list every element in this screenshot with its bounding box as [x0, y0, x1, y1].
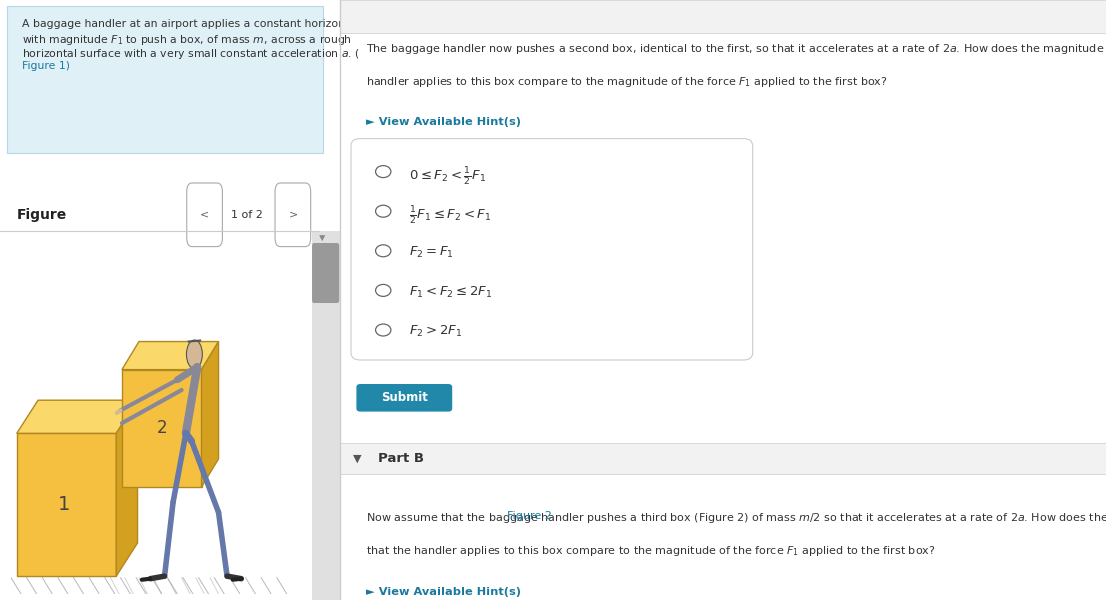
Text: Figure 1): Figure 1)	[22, 61, 70, 71]
Circle shape	[376, 205, 390, 217]
Text: <: <	[200, 210, 209, 220]
FancyBboxPatch shape	[340, 0, 1106, 33]
Text: $\frac{1}{2}F_1 \leq F_2 < F_1$: $\frac{1}{2}F_1 \leq F_2 < F_1$	[408, 205, 491, 227]
Text: $F_2 = F_1$: $F_2 = F_1$	[408, 245, 453, 260]
Text: ► View Available Hint(s): ► View Available Hint(s)	[366, 587, 521, 598]
Text: >: >	[289, 210, 298, 220]
Text: Part B: Part B	[378, 452, 424, 465]
Polygon shape	[320, 235, 325, 241]
Circle shape	[187, 340, 202, 368]
Polygon shape	[17, 433, 116, 576]
Text: handler applies to this box compare to the magnitude of the force $F_1$ applied : handler applies to this box compare to t…	[366, 75, 888, 89]
Text: $F_1 < F_2 \leq 2F_1$: $F_1 < F_2 \leq 2F_1$	[408, 284, 492, 299]
FancyBboxPatch shape	[312, 231, 340, 600]
Polygon shape	[201, 341, 219, 487]
Polygon shape	[116, 400, 137, 576]
Text: ▼: ▼	[353, 454, 362, 463]
Text: that the handler applies to this box compare to the magnitude of the force $F_1$: that the handler applies to this box com…	[366, 544, 936, 558]
Text: ► View Available Hint(s): ► View Available Hint(s)	[366, 117, 521, 127]
Text: A baggage handler at an airport applies a constant horizontal force: A baggage handler at an airport applies …	[22, 19, 390, 29]
Text: with magnitude $F_1$ to push a box, of mass $m$, across a rough: with magnitude $F_1$ to push a box, of m…	[22, 33, 352, 47]
Circle shape	[376, 284, 390, 296]
Text: Now assume that the baggage handler pushes a third box (Figure 2) of mass $m/2$ : Now assume that the baggage handler push…	[366, 511, 1106, 525]
Text: horizontal surface with a very small constant acceleration $a$. (: horizontal surface with a very small con…	[22, 47, 361, 61]
Text: 2: 2	[156, 419, 167, 437]
Text: Figure 2: Figure 2	[507, 511, 552, 521]
Polygon shape	[122, 370, 201, 487]
FancyBboxPatch shape	[351, 139, 753, 360]
FancyBboxPatch shape	[312, 243, 340, 303]
FancyBboxPatch shape	[187, 183, 222, 247]
FancyBboxPatch shape	[275, 183, 311, 247]
Circle shape	[376, 166, 390, 178]
Polygon shape	[122, 341, 219, 370]
Circle shape	[376, 324, 390, 336]
Text: 1: 1	[58, 495, 70, 514]
Text: $F_2 > 2F_1$: $F_2 > 2F_1$	[408, 324, 461, 339]
FancyBboxPatch shape	[7, 6, 323, 153]
Circle shape	[376, 245, 390, 257]
Text: Figure: Figure	[17, 208, 67, 222]
Text: Submit: Submit	[380, 391, 428, 404]
Text: $0 \leq F_2 < \frac{1}{2}F_1$: $0 \leq F_2 < \frac{1}{2}F_1$	[408, 166, 486, 188]
Polygon shape	[17, 400, 137, 433]
FancyBboxPatch shape	[340, 443, 1106, 474]
Text: 1 of 2: 1 of 2	[231, 210, 263, 220]
FancyBboxPatch shape	[356, 384, 452, 412]
Text: The baggage handler now pushes a second box, identical to the first, so that it : The baggage handler now pushes a second …	[366, 42, 1106, 56]
